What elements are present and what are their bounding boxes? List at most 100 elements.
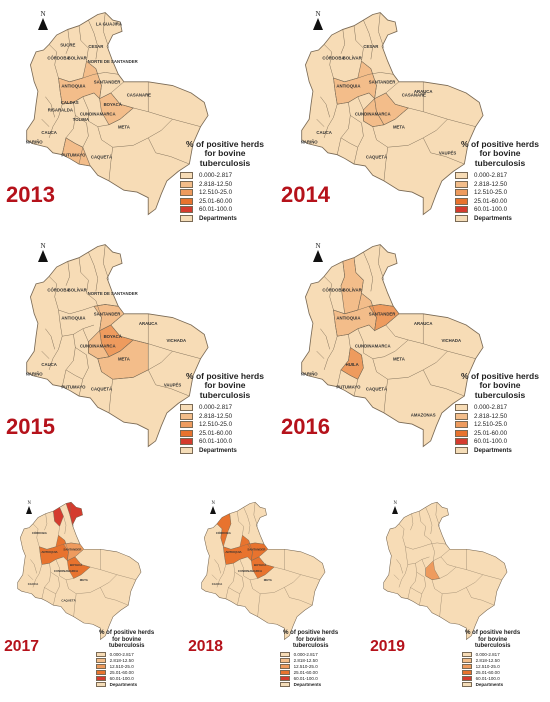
department-label: ANTIOQUIA xyxy=(61,315,85,320)
legend-swatch xyxy=(455,438,468,446)
department-border xyxy=(316,119,325,127)
department-border xyxy=(399,524,406,548)
department-border xyxy=(374,313,400,331)
department-border xyxy=(235,572,245,606)
year-label: 2016 xyxy=(281,414,330,439)
legend-label: 2.818-12.50 xyxy=(199,412,233,420)
department-border xyxy=(353,257,364,294)
department-border xyxy=(75,557,101,571)
department-border xyxy=(361,61,377,99)
legend-label: 25.01-60.00 xyxy=(199,429,233,437)
department-border xyxy=(410,514,414,531)
department-border xyxy=(56,559,67,581)
legend-swatch xyxy=(461,675,472,681)
legend-item: Departments xyxy=(455,446,545,454)
legend-label: 12.510-25.0 xyxy=(475,663,500,669)
legend-item: Departments xyxy=(455,214,545,222)
department-border xyxy=(242,535,254,562)
department-border xyxy=(97,107,134,127)
country-outline xyxy=(383,502,508,641)
department-label: SUCRE xyxy=(60,42,75,47)
legend-swatch xyxy=(461,657,472,663)
legend-swatch xyxy=(180,172,193,180)
department-label: CUNDINAMARCA xyxy=(355,111,391,116)
colombia-map: ANTIOQUIA SANTANDER ARAUCA CUNDINAMARCA CASA… xyxy=(301,12,484,216)
department-border xyxy=(28,574,34,581)
map-legend: % of positive herds for bovine tuberculo… xyxy=(279,630,342,688)
department-border xyxy=(217,524,224,548)
legend-swatch xyxy=(95,669,106,675)
legend-title: % of positive herds for bovine tuberculo… xyxy=(461,371,539,400)
department-label: CÓRDOBA xyxy=(322,287,344,292)
legend-swatch xyxy=(455,421,468,429)
department-label: CASANARE xyxy=(402,93,426,98)
legend-item: Departments xyxy=(279,681,342,687)
department-label: ARAUCA xyxy=(414,89,433,94)
department-label: VAUPÉS xyxy=(439,151,456,156)
legend-swatch xyxy=(180,180,193,188)
department-label: ANTIOQUIA xyxy=(61,83,85,88)
department-border xyxy=(53,511,61,536)
legend-label: 2.818-12.50 xyxy=(474,412,508,420)
department-border xyxy=(405,547,409,565)
department-border xyxy=(58,74,95,83)
department-label: NORTE DE SANTANDER xyxy=(88,291,139,296)
legend-swatch xyxy=(180,421,193,429)
department-border xyxy=(226,557,248,566)
department-label: CASANARE xyxy=(127,93,151,98)
legend-label: 25.01-60.00 xyxy=(109,669,134,675)
legend-swatch xyxy=(180,446,193,454)
legend-item: 12.510-25.0 xyxy=(95,663,158,669)
legend-swatch xyxy=(455,189,468,197)
legend-label: 2.818-12.50 xyxy=(199,180,233,188)
year-label: 2019 xyxy=(370,637,405,655)
legend-item: Departments xyxy=(95,681,158,687)
department-border xyxy=(226,563,236,600)
legend-title: % of positive herds for bovine tuberculo… xyxy=(186,371,264,400)
map-legend: % of positive herds for bovine tuberculo… xyxy=(461,630,524,688)
legend-label: 12.510-25.0 xyxy=(474,421,508,429)
legend-label: 12.510-25.0 xyxy=(293,663,318,669)
legend-label: Departments xyxy=(109,681,138,687)
department-border xyxy=(250,567,275,581)
department-border xyxy=(441,557,467,571)
legend-item: 12.510-25.0 xyxy=(180,421,270,429)
department-border xyxy=(41,119,50,127)
department-border xyxy=(284,587,313,606)
department-border xyxy=(217,564,227,588)
year-label: 2017 xyxy=(4,637,39,655)
legend-swatch xyxy=(180,189,193,197)
department-border xyxy=(33,524,40,548)
legend-item: 0.000-2.817 xyxy=(180,404,270,412)
department-label: ARAUCA xyxy=(139,321,158,326)
department-label: VICHADA xyxy=(441,338,461,343)
department-border xyxy=(228,514,232,531)
department-label: SANTANDER xyxy=(369,80,397,85)
department-label: NORTE DE SANTANDER xyxy=(88,59,139,64)
department-border xyxy=(100,549,137,581)
department-border xyxy=(228,587,241,595)
legend-item: 2.818-12.50 xyxy=(95,657,158,663)
legend-label: 0.000-2.817 xyxy=(199,172,233,180)
department-border xyxy=(422,81,476,127)
legend-label: 12.510-25.0 xyxy=(109,663,134,669)
legend-swatch xyxy=(279,669,290,675)
department-border xyxy=(58,306,95,315)
legend-label: 0.000-2.817 xyxy=(474,172,508,180)
map-legend: % of positive herds for bovine tuberculo… xyxy=(180,139,270,223)
department-border xyxy=(48,104,63,138)
department-label: ANTIOQUIA xyxy=(336,83,360,88)
legend-swatch xyxy=(279,651,290,657)
legend-label: 0.000-2.817 xyxy=(199,404,233,412)
department-border xyxy=(408,563,418,600)
legend-item: 0.000-2.817 xyxy=(279,651,342,657)
department-border xyxy=(372,339,409,359)
legend-item: 12.510-25.0 xyxy=(461,663,524,669)
department-label: PUTUMAYO xyxy=(61,385,86,390)
department-border xyxy=(33,564,43,588)
department-border xyxy=(65,137,83,148)
map-legend: % of positive herds for bovine tuberculo… xyxy=(455,139,545,223)
legend-swatch xyxy=(279,663,290,669)
department-border xyxy=(394,574,400,581)
north-arrow-icon: N xyxy=(24,501,34,514)
